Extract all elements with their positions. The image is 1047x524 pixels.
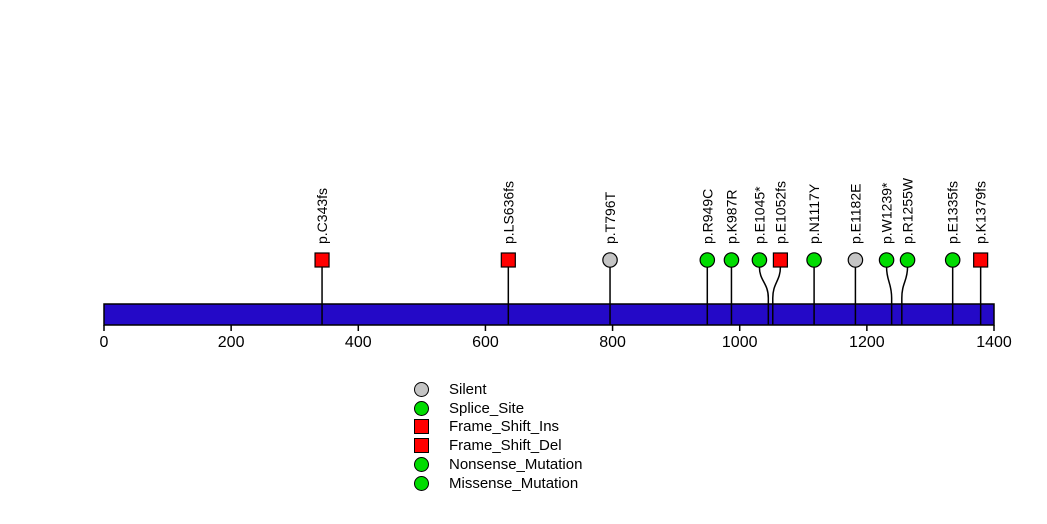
mutation-label: p.K987R bbox=[723, 190, 739, 244]
mutation-label: p.C343fs bbox=[314, 188, 330, 244]
mutation-label: p.N1117Y bbox=[806, 183, 822, 244]
legend-red-square-icon bbox=[414, 419, 429, 435]
mutation-marker-circle bbox=[878, 252, 895, 268]
legend-item-label: Splice_Site bbox=[449, 399, 525, 417]
legend-green-circle-icon bbox=[414, 457, 429, 473]
mutation-marker-square bbox=[314, 252, 330, 268]
mutation-label: p.E1182E bbox=[847, 184, 863, 244]
mutation-marker-square bbox=[500, 252, 516, 268]
legend-item: Missense_Mutation bbox=[414, 474, 582, 493]
mutation-marker-circle bbox=[699, 252, 716, 268]
mutation-marker-circle bbox=[847, 252, 864, 268]
legend-item: Frame_Shift_Del bbox=[414, 436, 582, 455]
mutation-marker-circle bbox=[944, 252, 961, 268]
axis-tick-label: 600 bbox=[472, 334, 499, 351]
mutation-label: p.E1335fs bbox=[945, 181, 961, 244]
legend-green-circle-icon bbox=[414, 400, 429, 416]
mutation-marker-circle bbox=[751, 252, 768, 268]
legend: Silent Splice_Site Frame_Shift_Ins Frame_Sh… bbox=[414, 380, 582, 493]
legend-item-label: Nonsense_Mutation bbox=[449, 456, 583, 474]
legend-red-square-icon bbox=[414, 438, 429, 454]
mutation-label: p.W1239* bbox=[879, 182, 895, 244]
legend-item-label: Silent bbox=[449, 380, 487, 398]
legend-item: Frame_Shift_Ins bbox=[414, 418, 582, 437]
mutation-label: p.T796T bbox=[602, 191, 618, 244]
lollipop-stick bbox=[885, 266, 893, 325]
axis-tick-label: 200 bbox=[218, 334, 245, 351]
lollipop-stick bbox=[758, 266, 770, 325]
legend-item-label: Frame_Shift_Del bbox=[449, 437, 562, 455]
mutation-marker-square bbox=[772, 252, 789, 268]
axis-tick-label: 400 bbox=[345, 334, 372, 351]
axis-tick-label: 1000 bbox=[722, 334, 758, 351]
mutation-marker-circle bbox=[806, 252, 822, 268]
axis-tick-label: 0 bbox=[100, 334, 109, 351]
mutation-label: p.E1045* bbox=[751, 186, 767, 244]
legend-item: Splice_Site bbox=[414, 399, 582, 418]
legend-gray-circle-icon bbox=[414, 381, 429, 397]
mutation-label: p.E1052fs bbox=[772, 181, 788, 244]
legend-item-label: Missense_Mutation bbox=[449, 474, 579, 492]
lollipop-stick bbox=[772, 266, 782, 325]
legend-item: Nonsense_Mutation bbox=[414, 455, 582, 474]
mutation-label: p.R1255W bbox=[900, 177, 916, 244]
axis-tick-label: 800 bbox=[599, 334, 626, 351]
axis-tick-label: 1400 bbox=[976, 334, 1012, 351]
legend-item-label: Frame_Shift_Ins bbox=[449, 418, 560, 436]
lollipop-stick bbox=[901, 266, 909, 325]
axis-tick-label: 1200 bbox=[849, 334, 885, 351]
mutation-label: p.LS636fs bbox=[500, 181, 516, 244]
mutation-marker-circle bbox=[899, 252, 916, 268]
mutation-label: p.K1379fs bbox=[973, 181, 989, 244]
mutation-marker-square bbox=[973, 252, 989, 268]
mutation-marker-circle bbox=[602, 252, 618, 268]
legend-item: Silent bbox=[414, 380, 582, 399]
legend-green-circle-icon bbox=[414, 475, 429, 491]
mutation-label: p.R949C bbox=[699, 189, 715, 244]
mutation-marker-circle bbox=[723, 252, 740, 268]
protein-bar bbox=[103, 303, 995, 326]
